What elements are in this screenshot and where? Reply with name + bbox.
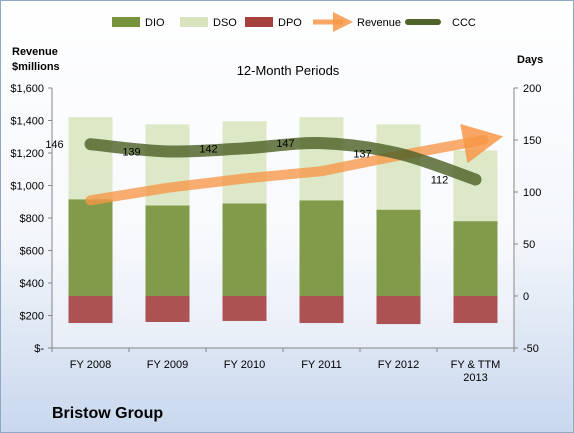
bar-dpo bbox=[376, 296, 421, 325]
x-tick-label: FY 2012 bbox=[378, 359, 419, 371]
bar-dpo bbox=[145, 296, 190, 322]
bar-dpo bbox=[68, 296, 113, 324]
ccc-data-label: 147 bbox=[276, 138, 294, 150]
legend-label-dpo: DPO bbox=[278, 17, 302, 29]
legend-swatch-dso bbox=[180, 17, 208, 27]
bar-dio bbox=[453, 221, 498, 296]
right-tick-label: 200 bbox=[523, 83, 541, 95]
left-tick-label: $- bbox=[34, 343, 44, 355]
bar-dpo bbox=[299, 296, 344, 324]
ccc-data-label: 112 bbox=[431, 175, 449, 187]
company-name: Bristow Group bbox=[52, 405, 164, 422]
legend-label-ccc: CCC bbox=[452, 17, 476, 29]
x-tick-label: FY & TTM 2013 bbox=[451, 359, 501, 384]
x-tick-label: FY 2010 bbox=[224, 359, 265, 371]
left-tick-label: $1,000 bbox=[10, 181, 44, 193]
right-axis-title: Days bbox=[517, 54, 543, 66]
left-tick-label: $800 bbox=[20, 213, 44, 225]
legend-swatch-dpo bbox=[245, 17, 273, 27]
ccc-data-label: 142 bbox=[199, 143, 217, 155]
bar-dio bbox=[299, 200, 344, 296]
x-tick-label: FY 2009 bbox=[147, 359, 188, 371]
bar-dso bbox=[376, 124, 421, 210]
bar-dio bbox=[222, 203, 267, 296]
bar-dio bbox=[145, 205, 190, 296]
right-tick-label: 100 bbox=[523, 187, 541, 199]
bar-dio bbox=[376, 209, 421, 296]
legend-label-dso: DSO bbox=[213, 17, 237, 29]
chart-title: 12-Month Periods bbox=[237, 63, 340, 78]
legend-label-dio: DIO bbox=[145, 17, 165, 29]
right-tick-label: 50 bbox=[523, 239, 535, 251]
ccc-line bbox=[84, 137, 482, 186]
left-tick-label: $200 bbox=[20, 311, 44, 323]
x-tick-label: FY 2011 bbox=[301, 359, 342, 371]
left-tick-label: $600 bbox=[20, 246, 44, 258]
right-tick-label: -50 bbox=[523, 343, 539, 355]
ccc-data-label: 139 bbox=[122, 146, 140, 158]
left-tick-label: $1,400 bbox=[10, 116, 44, 128]
left-tick-label: $1,600 bbox=[10, 83, 44, 95]
legend-swatch-dio bbox=[112, 17, 140, 27]
bar-dpo bbox=[453, 296, 498, 324]
bar-dso bbox=[453, 150, 498, 222]
left-axis-title-line2: $millions bbox=[12, 61, 60, 73]
legend-label-revenue: Revenue bbox=[357, 17, 401, 29]
bar-dio bbox=[68, 199, 113, 296]
left-axis-title-line1: Revenue bbox=[12, 46, 58, 58]
ccc-data-label: 137 bbox=[353, 149, 371, 161]
left-tick-label: $1,200 bbox=[10, 148, 44, 160]
x-tick-label: FY 2008 bbox=[70, 359, 111, 371]
bar-dpo bbox=[222, 296, 267, 321]
left-tick-label: $400 bbox=[20, 278, 44, 290]
bar-dso bbox=[68, 117, 113, 200]
right-tick-label: 0 bbox=[523, 291, 529, 303]
bar-dso bbox=[299, 117, 344, 201]
bar-dso bbox=[222, 121, 267, 204]
plot-area bbox=[52, 88, 514, 348]
ccc-data-label: 146 bbox=[45, 139, 63, 151]
right-tick-label: 150 bbox=[523, 135, 541, 147]
